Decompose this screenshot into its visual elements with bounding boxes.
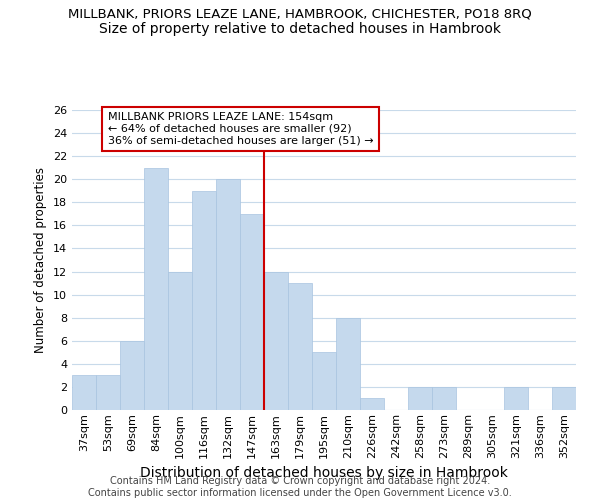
Text: MILLBANK PRIORS LEAZE LANE: 154sqm
← 64% of detached houses are smaller (92)
36%: MILLBANK PRIORS LEAZE LANE: 154sqm ← 64%… xyxy=(108,112,374,146)
Text: Size of property relative to detached houses in Hambrook: Size of property relative to detached ho… xyxy=(99,22,501,36)
Text: MILLBANK, PRIORS LEAZE LANE, HAMBROOK, CHICHESTER, PO18 8RQ: MILLBANK, PRIORS LEAZE LANE, HAMBROOK, C… xyxy=(68,8,532,20)
Bar xyxy=(552,387,576,410)
Bar xyxy=(96,376,120,410)
Bar xyxy=(336,318,360,410)
Bar xyxy=(312,352,336,410)
Bar xyxy=(504,387,528,410)
Bar xyxy=(360,398,384,410)
Text: Contains HM Land Registry data © Crown copyright and database right 2024.
Contai: Contains HM Land Registry data © Crown c… xyxy=(88,476,512,498)
Bar xyxy=(120,341,144,410)
Bar xyxy=(240,214,264,410)
Bar xyxy=(264,272,288,410)
Bar xyxy=(144,168,168,410)
X-axis label: Distribution of detached houses by size in Hambrook: Distribution of detached houses by size … xyxy=(140,466,508,480)
Bar xyxy=(72,376,96,410)
Y-axis label: Number of detached properties: Number of detached properties xyxy=(34,167,47,353)
Bar xyxy=(168,272,192,410)
Bar xyxy=(432,387,456,410)
Bar xyxy=(408,387,432,410)
Bar xyxy=(216,179,240,410)
Bar xyxy=(288,283,312,410)
Bar xyxy=(192,191,216,410)
